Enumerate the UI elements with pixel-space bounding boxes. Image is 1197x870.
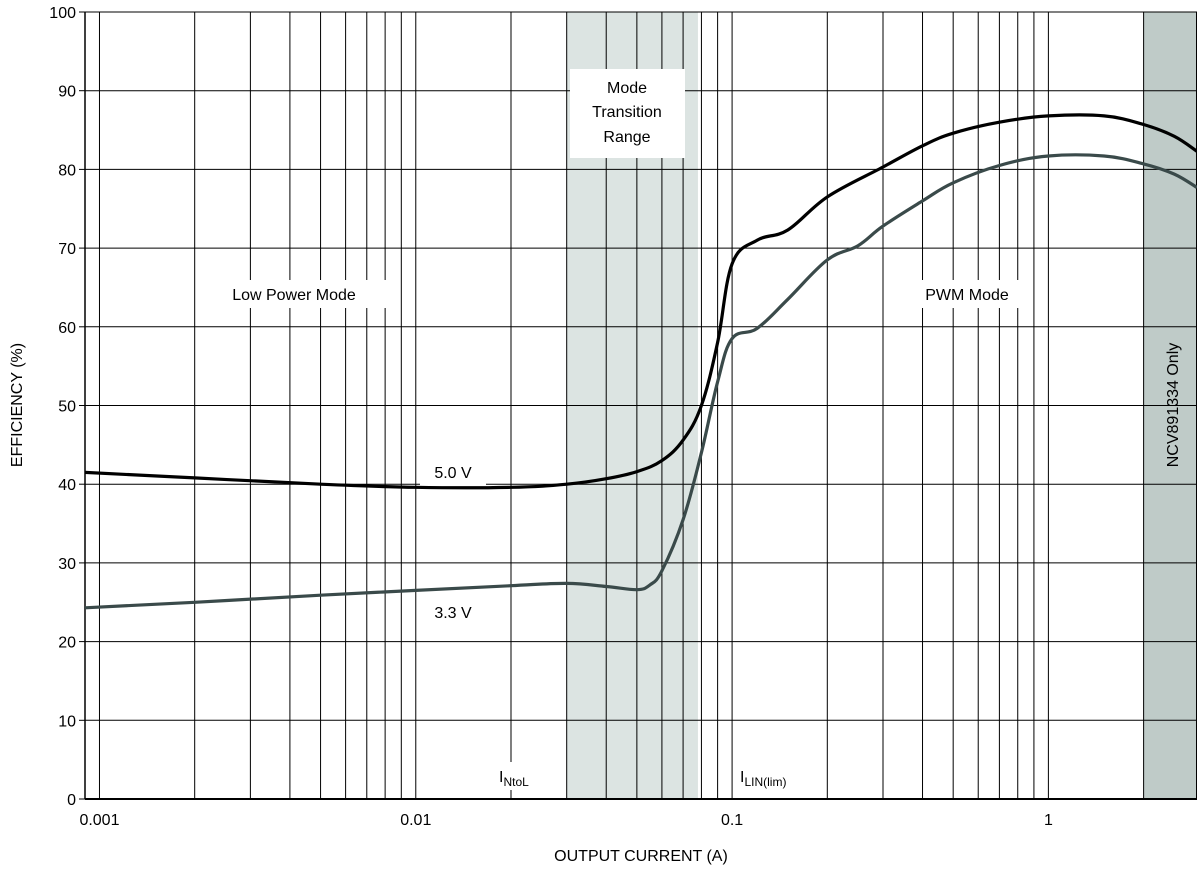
y-tick-label: 70 xyxy=(58,241,76,258)
y-tick-label: 0 xyxy=(67,792,76,809)
intol-label-box xyxy=(493,762,549,790)
series-line-1 xyxy=(84,113,1197,490)
label-33v-box xyxy=(420,599,486,625)
grid-lines xyxy=(85,11,1197,800)
y-tick-label: 50 xyxy=(58,399,76,416)
pwm-mode-label: PWM Mode xyxy=(925,287,1009,304)
ilin-label-box xyxy=(733,762,813,790)
y-tick-label: 100 xyxy=(49,5,76,22)
intol-main: I xyxy=(499,769,503,786)
tick-labels: 0 10 20 30 40 50 60 70 80 90 100 0.001 0.01 0.1 1 xyxy=(49,5,1053,829)
y-tick-label: 10 xyxy=(58,713,76,730)
y-tick-label: 30 xyxy=(58,556,76,573)
low-power-label-box xyxy=(200,280,388,308)
ilin-subscript: LIN(lim) xyxy=(744,775,786,789)
label-5v-box xyxy=(420,459,486,485)
ilin-label: ILIN(lim) xyxy=(740,769,786,789)
x-tick-label: 0.01 xyxy=(400,812,431,829)
ncv-only-label: NCV891334 Only xyxy=(1165,343,1182,468)
x-tick-label: 0.001 xyxy=(79,812,119,829)
x-tick-label: 1 xyxy=(1044,812,1053,829)
y-tick-label: 80 xyxy=(58,162,76,179)
transition-label-line3: Range xyxy=(603,129,650,146)
series-lines xyxy=(84,113,1197,610)
x-axis-label: OUTPUT CURRENT (A) xyxy=(554,848,728,865)
pwm-label-box xyxy=(905,280,1030,308)
y-tick-label: 40 xyxy=(58,477,76,494)
y-axis-label: EFFICIENCY (%) xyxy=(9,343,26,467)
transition-label-line2: Transition xyxy=(592,104,662,121)
series-label-3v3: 3.3 V xyxy=(434,605,472,622)
x-tick-label: 0.1 xyxy=(721,812,743,829)
y-tick-label: 60 xyxy=(58,320,76,337)
transition-label-box xyxy=(570,69,685,158)
series-label-5v: 5.0 V xyxy=(434,465,472,482)
intol-label: INtoL xyxy=(499,769,529,789)
series-line-2 xyxy=(84,153,1197,610)
y-tick-label: 20 xyxy=(58,635,76,652)
intol-subscript: NtoL xyxy=(503,775,529,789)
y-tick-label: 90 xyxy=(58,84,76,101)
low-power-mode-label: Low Power Mode xyxy=(232,287,356,304)
transition-label-line1: Mode xyxy=(607,80,647,97)
ilin-main: I xyxy=(740,769,744,786)
